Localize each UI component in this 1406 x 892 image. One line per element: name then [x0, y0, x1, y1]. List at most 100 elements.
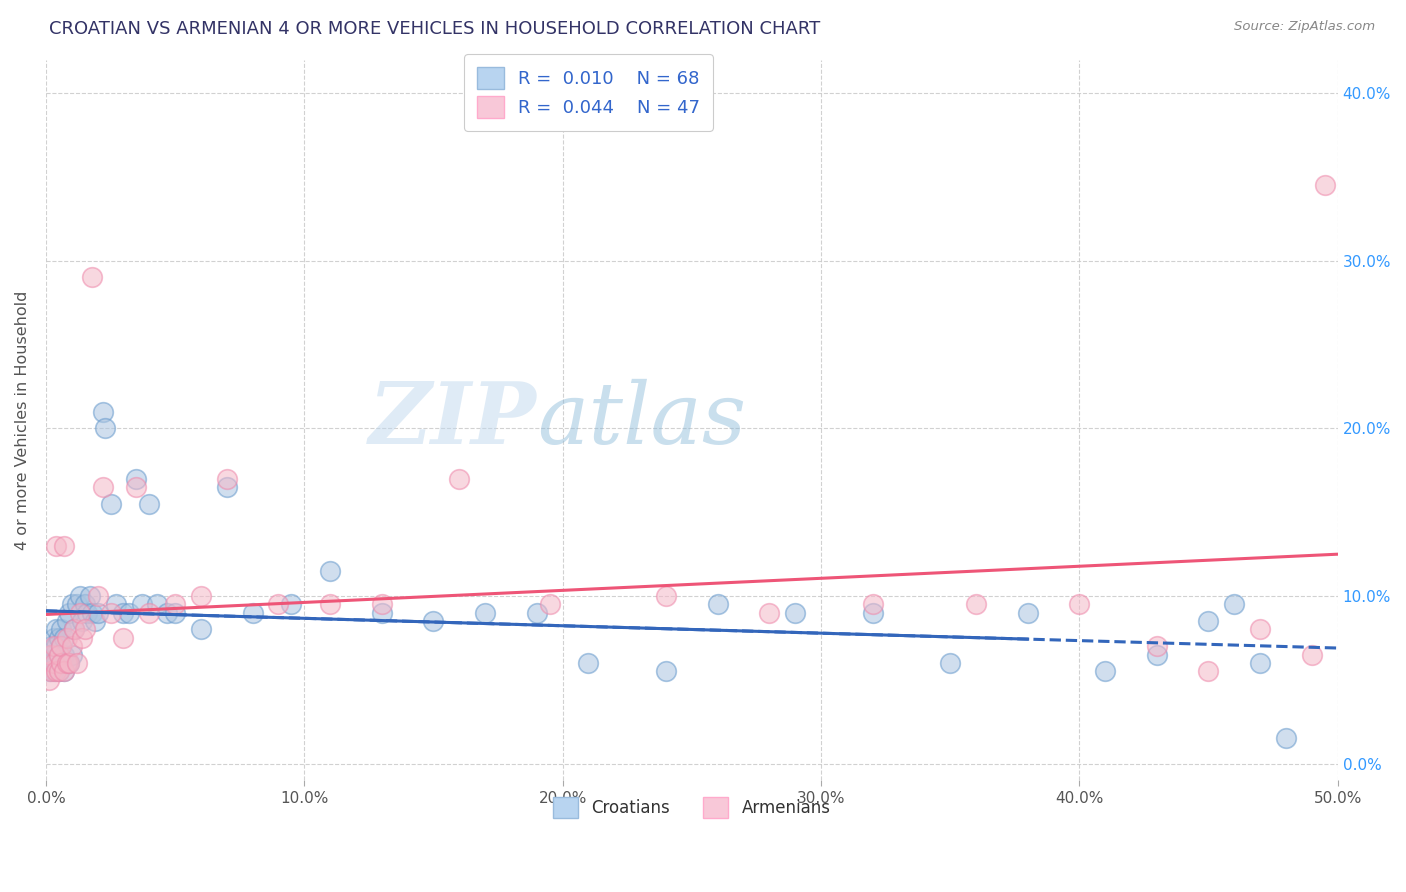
Point [138, 497, 160, 511]
Point [190, 623, 212, 637]
Point [48, 665, 70, 679]
Point [69, 606, 91, 620]
Y-axis label: 4 or more Vehicles in Household: 4 or more Vehicles in Household [15, 290, 30, 549]
Point [53, 631, 76, 645]
Point [1017, 606, 1039, 620]
Point [45, 665, 67, 679]
Point [94, 421, 117, 435]
Point [190, 589, 212, 603]
Text: Source: ZipAtlas.com: Source: ZipAtlas.com [1234, 20, 1375, 33]
Point [1223, 597, 1246, 611]
Point [69, 589, 91, 603]
Point [215, 480, 238, 494]
Point [267, 597, 290, 611]
Point [165, 606, 187, 620]
Point [862, 597, 884, 611]
Point [131, 597, 153, 611]
Point [66, 597, 89, 611]
Point [112, 631, 135, 645]
Point [51, 623, 73, 637]
Point [60, 648, 83, 662]
Point [53, 539, 76, 553]
Point [39, 648, 62, 662]
Point [86, 589, 108, 603]
Point [146, 597, 169, 611]
Point [51, 639, 73, 653]
Point [422, 614, 444, 628]
Point [319, 597, 342, 611]
Point [104, 597, 127, 611]
Point [1198, 665, 1220, 679]
Point [242, 606, 264, 620]
Point [45, 656, 67, 670]
Point [84, 614, 107, 628]
Point [758, 606, 780, 620]
Point [58, 606, 80, 620]
Point [578, 656, 600, 670]
Point [76, 606, 98, 620]
Point [79, 589, 101, 603]
Point [70, 614, 93, 628]
Point [48, 665, 70, 679]
Point [706, 597, 728, 611]
Point [156, 606, 179, 620]
Point [862, 606, 884, 620]
Point [785, 606, 807, 620]
Point [53, 665, 76, 679]
Point [91, 480, 114, 494]
Point [39, 656, 62, 670]
Point [53, 665, 76, 679]
Point [55, 631, 77, 645]
Point [91, 404, 114, 418]
Point [474, 606, 496, 620]
Point [1069, 597, 1091, 611]
Point [1313, 178, 1336, 193]
Point [51, 656, 73, 670]
Point [42, 648, 65, 662]
Point [38, 673, 60, 687]
Point [58, 656, 80, 670]
Point [55, 656, 77, 670]
Point [38, 665, 60, 679]
Point [215, 472, 238, 486]
Point [1146, 648, 1168, 662]
Point [42, 656, 65, 670]
Point [1094, 665, 1116, 679]
Point [73, 597, 96, 611]
Point [939, 656, 962, 670]
Point [655, 589, 678, 603]
Text: atlas: atlas [537, 378, 747, 461]
Point [51, 656, 73, 670]
Point [42, 639, 65, 653]
Point [655, 665, 678, 679]
Point [1249, 623, 1271, 637]
Point [45, 639, 67, 653]
Point [1301, 648, 1323, 662]
Point [117, 606, 139, 620]
Point [39, 639, 62, 653]
Point [42, 631, 65, 645]
Point [48, 648, 70, 662]
Point [100, 606, 122, 620]
Point [70, 631, 93, 645]
Point [48, 648, 70, 662]
Point [1275, 731, 1298, 746]
Point [125, 480, 148, 494]
Point [112, 606, 135, 620]
Point [45, 623, 67, 637]
Point [73, 623, 96, 637]
Point [449, 472, 471, 486]
Point [51, 639, 73, 653]
Point [526, 606, 548, 620]
Point [100, 497, 122, 511]
Point [1146, 639, 1168, 653]
Text: CROATIAN VS ARMENIAN 4 OR MORE VEHICLES IN HOUSEHOLD CORRELATION CHART: CROATIAN VS ARMENIAN 4 OR MORE VEHICLES … [49, 20, 821, 37]
Point [538, 597, 561, 611]
Point [371, 597, 394, 611]
Point [39, 665, 62, 679]
Point [63, 623, 86, 637]
Point [58, 656, 80, 670]
Point [82, 270, 104, 285]
Point [45, 539, 67, 553]
Text: ZIP: ZIP [368, 378, 537, 462]
